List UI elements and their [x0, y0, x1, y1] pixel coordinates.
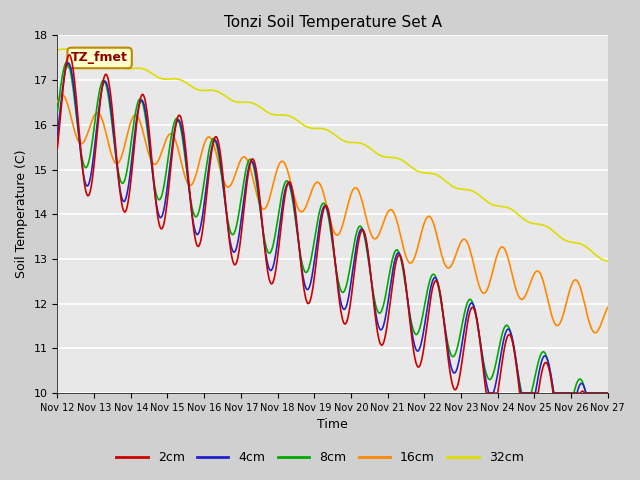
Y-axis label: Soil Temperature (C): Soil Temperature (C) [15, 150, 28, 278]
Title: Tonzi Soil Temperature Set A: Tonzi Soil Temperature Set A [223, 15, 442, 30]
X-axis label: Time: Time [317, 419, 348, 432]
Text: TZ_fmet: TZ_fmet [71, 51, 128, 64]
Legend: 2cm, 4cm, 8cm, 16cm, 32cm: 2cm, 4cm, 8cm, 16cm, 32cm [111, 446, 529, 469]
